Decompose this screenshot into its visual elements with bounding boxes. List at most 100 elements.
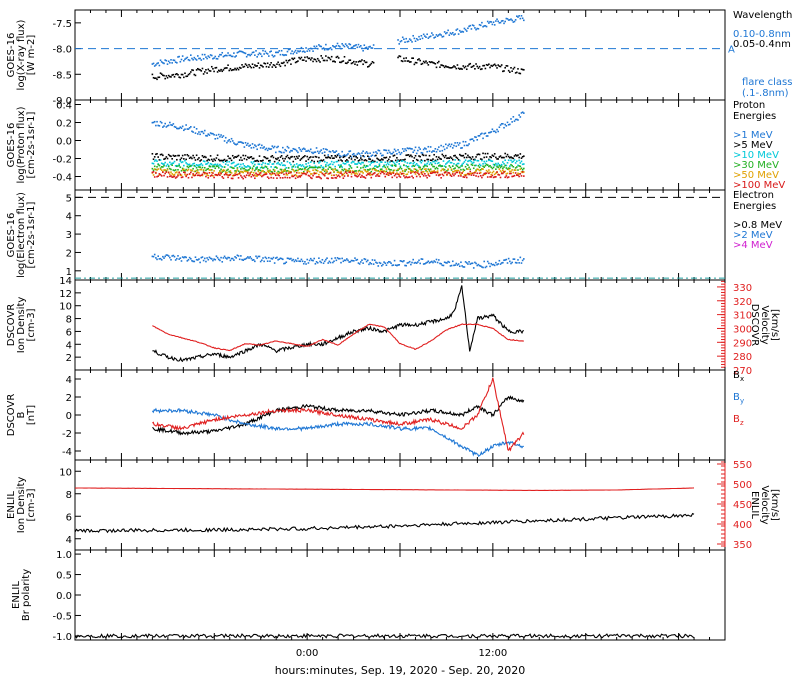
data-point [358,159,361,161]
data-point [160,258,163,261]
data-point [286,154,289,157]
data-point [243,167,246,170]
data-point [207,258,210,261]
data-point [166,157,169,160]
data-point [165,254,168,256]
data-point [514,167,517,169]
data-point [210,132,213,135]
data-point [428,175,431,177]
data-point [404,161,406,163]
data-point [268,66,270,68]
data-point [284,164,286,167]
data-point [177,255,179,257]
data-point [348,171,350,174]
data-point [379,152,382,155]
data-point [273,172,276,175]
data-point [453,168,455,170]
data-point [323,170,326,173]
data-point [258,155,261,157]
data-point [476,27,479,30]
y2-axis-title: Velocity [759,305,770,344]
data-point [262,49,264,52]
data-point [181,167,184,170]
data-point [375,175,377,177]
y-axis-title: GOES-16 [6,33,17,78]
data-point [415,37,418,40]
data-point [349,165,352,167]
data-point [171,158,173,160]
data-point [450,157,453,160]
data-point [516,160,518,163]
data-point [337,153,340,155]
data-point [185,162,187,164]
data-point [169,167,171,170]
data-point [270,257,272,260]
data-point [285,173,288,176]
data-point [271,172,274,174]
data-point [440,176,442,179]
data-point [460,165,462,167]
data-point [372,151,375,154]
data-point [305,160,307,162]
data-point [307,168,310,170]
data-point [292,160,295,163]
data-point [179,60,182,63]
data-point [441,64,444,67]
data-point [407,176,410,179]
data-point [350,62,353,65]
data-point [209,70,212,72]
data-point [307,170,310,172]
data-point [418,173,420,176]
data-point [489,66,491,69]
data-point [176,176,178,178]
data-point [226,258,228,260]
data-point [443,165,446,167]
data-point [193,162,196,165]
data-point [242,171,245,174]
data-point [205,134,207,137]
data-point [153,65,156,67]
data-point [171,164,173,166]
data-point [377,175,380,177]
data-point [393,148,396,151]
data-point [507,69,510,72]
data-point [443,148,446,151]
data-point [326,177,328,179]
data-point [334,168,336,171]
data-point [490,173,493,176]
data-point [172,59,175,61]
data-point [171,162,173,165]
legend-entry: B [733,392,740,403]
data-point [357,161,360,164]
data-point [329,166,332,169]
data-point [242,66,245,68]
data-point [376,262,378,264]
data-point [446,31,448,34]
data-point [476,159,479,162]
data-point [235,68,238,71]
data-point [234,174,236,177]
data-point [469,263,472,265]
data-point [215,57,218,60]
data-point [502,172,504,175]
data-point [514,261,517,264]
data-point [460,147,462,149]
data-point [241,159,243,162]
data-point [327,262,329,264]
data-point [375,154,377,157]
data-point [153,156,156,158]
data-point [497,64,499,66]
data-point [320,149,323,151]
data-point [365,174,368,177]
data-point [343,172,346,175]
series-6-1 [74,512,695,534]
data-point [477,168,480,171]
data-point [456,157,459,160]
data-point [312,166,314,169]
data-point [158,76,161,79]
data-point [384,157,387,159]
data-point [383,164,385,166]
data-point [432,61,434,64]
data-point [332,261,334,264]
data-point [240,174,242,177]
